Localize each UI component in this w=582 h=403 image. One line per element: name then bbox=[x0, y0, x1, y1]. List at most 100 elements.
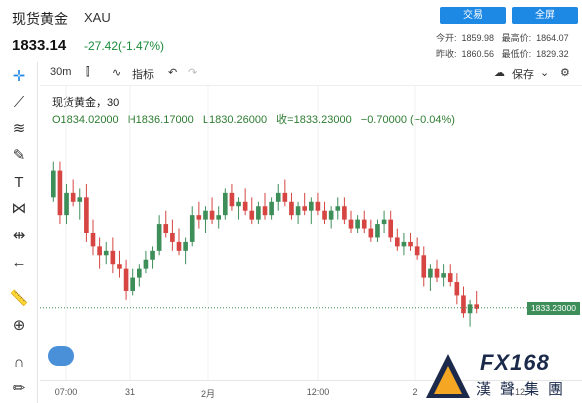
indicator-icon[interactable]: ∿ bbox=[112, 67, 122, 79]
candle-body bbox=[401, 241, 407, 247]
trend-line-icon[interactable]: ⟋ bbox=[13, 94, 25, 111]
candle bbox=[64, 183, 69, 225]
brush-icon[interactable]: ✎ bbox=[12, 147, 26, 164]
candle bbox=[170, 219, 175, 251]
save-button[interactable]: 保存 bbox=[512, 69, 534, 81]
last-price-tag: 1833.23000 bbox=[527, 301, 580, 315]
candle bbox=[189, 206, 195, 247]
indicators-button[interactable]: 指标 bbox=[132, 69, 154, 81]
candle-body bbox=[269, 201, 274, 216]
magnet-icon[interactable]: ∩ bbox=[13, 354, 25, 371]
candlestick-chart[interactable] bbox=[40, 86, 582, 380]
trade-button[interactable]: 交易 bbox=[440, 7, 506, 24]
candle-body bbox=[209, 210, 215, 220]
header: 现货黄金 XAU 1833.14 -27.42(-1.47%) 交易 全屏 今开… bbox=[0, 0, 582, 62]
x-tick-label: 12 bbox=[514, 387, 526, 397]
stats-row-2: 昨收: 1860.56 最低价: 1829.32 bbox=[436, 49, 569, 59]
candle bbox=[84, 183, 89, 242]
candle bbox=[123, 259, 129, 300]
crosshair-icon[interactable]: ✛ bbox=[12, 68, 26, 85]
candle bbox=[302, 192, 308, 216]
candle bbox=[447, 264, 453, 287]
candle-body bbox=[242, 201, 248, 211]
brand-logo: FX168 漢聲集團 bbox=[420, 348, 582, 403]
candle-body bbox=[203, 210, 208, 220]
x-tick-label: 12:00 bbox=[306, 387, 330, 397]
candle-body bbox=[335, 206, 341, 211]
candle bbox=[401, 233, 407, 256]
candle-body bbox=[355, 219, 360, 229]
legend-title: 现货黄金，30 bbox=[52, 97, 120, 109]
candle-body bbox=[428, 268, 433, 278]
prediction-icon[interactable]: ⇹ bbox=[12, 227, 26, 244]
candle-body bbox=[50, 170, 56, 198]
candle-body bbox=[381, 219, 387, 225]
candle-body bbox=[103, 250, 109, 256]
stats-row-1: 今开: 1859.98 最高价: 1864.07 bbox=[436, 33, 569, 43]
candle bbox=[408, 233, 413, 251]
cloud-icon[interactable] bbox=[48, 346, 74, 366]
candle-body bbox=[295, 206, 301, 216]
back-arrow-icon[interactable]: ← bbox=[11, 254, 27, 271]
interval-select[interactable]: 30m bbox=[50, 66, 72, 78]
candle bbox=[130, 268, 136, 296]
candle-body bbox=[189, 215, 195, 242]
candle-body bbox=[388, 219, 394, 238]
candle-body bbox=[136, 268, 142, 278]
candle bbox=[110, 237, 116, 274]
fullscreen-button[interactable]: 全屏 bbox=[512, 7, 578, 24]
candle-body bbox=[361, 219, 367, 229]
candle bbox=[342, 197, 347, 225]
candle bbox=[196, 201, 202, 229]
candle bbox=[163, 210, 169, 238]
candle bbox=[467, 299, 473, 327]
candle-body bbox=[348, 219, 354, 229]
candle-body bbox=[150, 250, 155, 260]
candle bbox=[97, 237, 102, 269]
candle bbox=[256, 201, 261, 225]
candle bbox=[209, 197, 215, 225]
ruler-icon[interactable]: 📏 bbox=[9, 290, 29, 307]
text-tool-icon[interactable]: T bbox=[14, 174, 24, 191]
candle-body bbox=[183, 241, 188, 251]
redo-icon[interactable]: ↷ bbox=[188, 67, 198, 79]
candle bbox=[375, 219, 380, 242]
candle-body bbox=[110, 250, 116, 265]
candle-body bbox=[229, 192, 235, 207]
candle-body bbox=[143, 259, 149, 269]
candle bbox=[203, 206, 208, 233]
candle bbox=[216, 206, 222, 229]
symbol-label: XAU bbox=[84, 10, 111, 25]
gear-icon[interactable]: ⚙ bbox=[560, 67, 570, 79]
candle-body bbox=[123, 268, 129, 291]
candle bbox=[183, 237, 188, 265]
candle-body bbox=[308, 201, 314, 211]
undo-icon[interactable]: ↶ bbox=[168, 67, 178, 79]
legend-low: L1830.26000 bbox=[202, 114, 268, 126]
candle bbox=[335, 197, 341, 220]
candle bbox=[262, 192, 268, 220]
time-axis: 07:00 31 2月 12:00 2 12 bbox=[40, 380, 582, 403]
chart-topbar: 30m ⫿ ∿ 指标 ↶ ↷ ☁ 保存 ⌄ ⚙ bbox=[40, 62, 582, 86]
candle-body bbox=[216, 215, 222, 220]
candle-type-icon[interactable]: ⫿ bbox=[86, 66, 90, 78]
candle-body bbox=[249, 210, 255, 220]
candle bbox=[381, 210, 387, 233]
candle bbox=[454, 273, 460, 305]
fib-tool-icon[interactable]: ≋ bbox=[12, 120, 26, 137]
drawing-toolbar: ✛ ⟋ ≋ ✎ T ⋈ ⇹ ← 📏 ⊕ ∩ ✏ bbox=[0, 62, 38, 403]
price-change: -27.42(-1.47%) bbox=[84, 39, 165, 53]
candle bbox=[289, 192, 294, 220]
zoom-icon[interactable]: ⊕ bbox=[12, 317, 26, 334]
candle-body bbox=[434, 268, 440, 278]
cloud-save-icon[interactable]: ☁ bbox=[494, 67, 505, 79]
chevron-down-icon[interactable]: ⌄ bbox=[540, 67, 550, 79]
candle bbox=[136, 264, 142, 287]
candle bbox=[441, 264, 446, 287]
pattern-icon[interactable]: ⋈ bbox=[11, 200, 27, 217]
candle bbox=[57, 161, 63, 225]
candle bbox=[308, 197, 314, 225]
candle bbox=[434, 259, 440, 283]
candle-body bbox=[302, 206, 308, 211]
lock-draw-icon[interactable]: ✏ bbox=[12, 380, 26, 397]
